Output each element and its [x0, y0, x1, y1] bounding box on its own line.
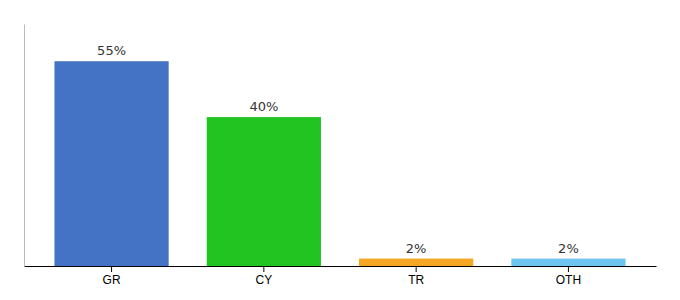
x-tick: GR — [103, 266, 121, 287]
x-tick-mark — [568, 266, 569, 272]
x-tick-mark — [263, 266, 264, 272]
x-tick-mark — [111, 266, 112, 272]
data-label: 40% — [249, 99, 278, 114]
data-label: 2% — [406, 241, 427, 256]
x-tick-mark — [416, 266, 417, 272]
data-label: 55% — [97, 43, 126, 58]
bar — [207, 117, 321, 266]
x-axis-line — [25, 266, 657, 267]
chart-svg: GR CY TR OTH 55% 40% 2% 2% — [0, 0, 680, 300]
x-axis: GR CY TR OTH — [25, 266, 657, 287]
x-tick-label: OTH — [556, 273, 581, 287]
bar — [54, 61, 168, 266]
data-labels: 55% 40% 2% 2% — [97, 43, 579, 255]
x-tick: OTH — [556, 266, 581, 287]
bar — [359, 259, 473, 266]
x-tick-label: GR — [103, 273, 121, 287]
y-axis — [24, 25, 25, 267]
x-tick-label: CY — [256, 273, 273, 287]
chart-container: GR CY TR OTH 55% 40% 2% 2% — [0, 0, 680, 300]
x-tick: CY — [256, 266, 273, 287]
bars — [54, 61, 625, 266]
x-tick-label: TR — [408, 273, 424, 287]
x-tick: TR — [408, 266, 424, 287]
bar — [511, 259, 625, 266]
y-axis-line — [24, 25, 25, 267]
plot-area: GR CY TR OTH 55% 40% 2% 2% — [25, 25, 657, 287]
data-label: 2% — [558, 241, 579, 256]
